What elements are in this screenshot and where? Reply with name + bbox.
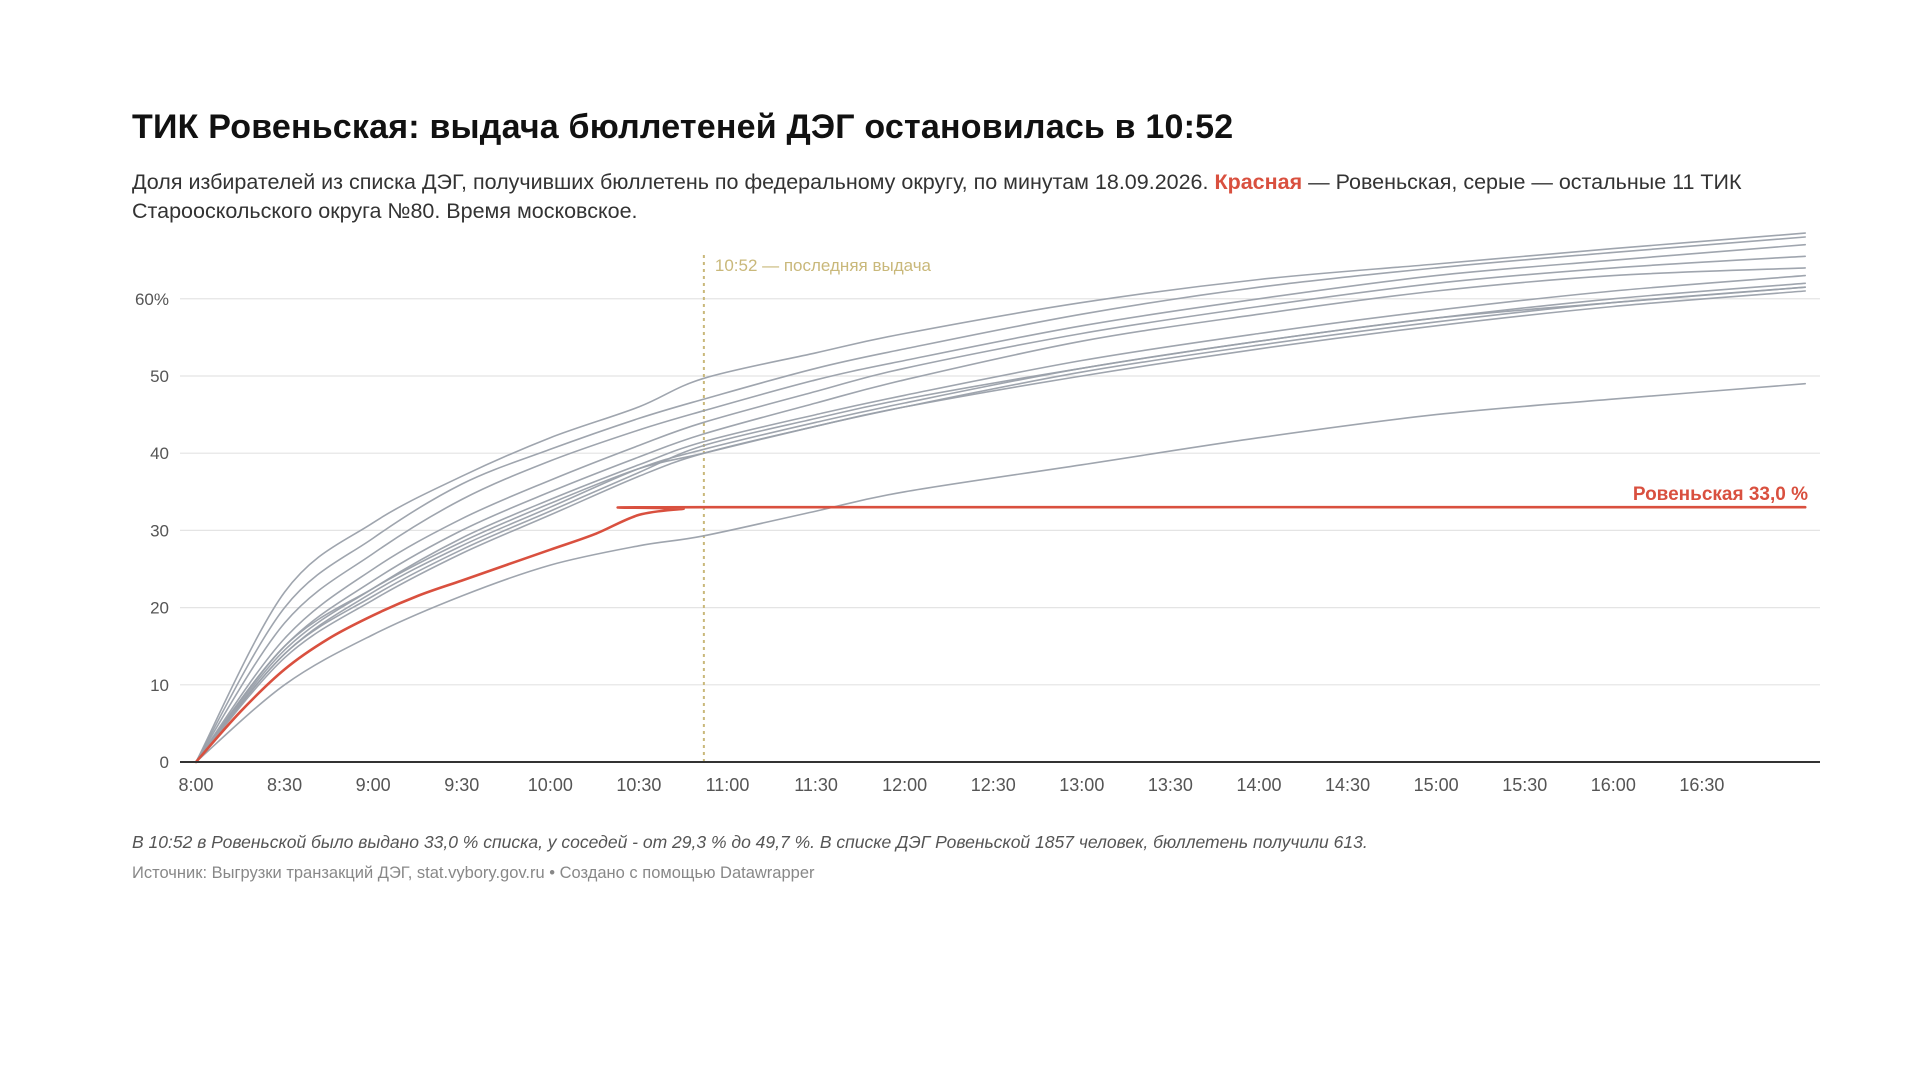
x-tick-label: 11:00 bbox=[706, 775, 750, 795]
subtitle-text-end: — Ровеньская, серые — остальные 11 ТИК С… bbox=[132, 170, 1742, 223]
x-tick-label: 11:30 bbox=[794, 775, 838, 795]
chart-subtitle: Доля избирателей из списка ДЭГ, получивш… bbox=[132, 168, 1832, 226]
series-lines bbox=[194, 232, 1807, 764]
series-line bbox=[195, 382, 1806, 763]
x-tick-label: 16:00 bbox=[1591, 775, 1636, 795]
source-line: Источник: Выгрузки транзакций ДЭГ, stat.… bbox=[132, 864, 815, 883]
x-tick-label: 12:30 bbox=[971, 775, 1016, 795]
y-tick-label: 40 bbox=[150, 444, 169, 463]
y-tick-label: 20 bbox=[150, 599, 169, 618]
x-tick-label: 15:00 bbox=[1414, 775, 1459, 795]
x-tick-label: 12:00 bbox=[882, 775, 927, 795]
y-tick-label: 0 bbox=[160, 753, 169, 772]
highlight-series-label: Ровеньская 33,0 % bbox=[1633, 484, 1808, 505]
y-tick-label: 50 bbox=[150, 367, 169, 386]
series-line bbox=[195, 255, 1806, 763]
grid-lines bbox=[180, 298, 1820, 686]
x-tick-label: 14:30 bbox=[1325, 775, 1370, 795]
series-line bbox=[195, 243, 1806, 763]
source-separator: • bbox=[549, 864, 556, 882]
x-tick-label: 9:00 bbox=[356, 775, 391, 795]
x-tick-label: 10:00 bbox=[528, 775, 573, 795]
series-line bbox=[195, 236, 1806, 763]
x-tick-label: 15:30 bbox=[1502, 775, 1547, 795]
x-tick-label: 8:30 bbox=[267, 775, 302, 795]
y-tick-label: 60% bbox=[135, 290, 169, 309]
x-tick-label: 16:30 bbox=[1679, 775, 1724, 795]
x-tick-label: 8:00 bbox=[178, 775, 213, 795]
y-tick-label: 30 bbox=[150, 521, 169, 540]
annotations: Ровеньская 33,0 % bbox=[1633, 484, 1808, 505]
source-text: Источник: Выгрузки транзакций ДЭГ, stat.… bbox=[132, 864, 545, 882]
series-line-highlight bbox=[194, 505, 1807, 764]
series-line bbox=[195, 267, 1806, 763]
y-tick-label: 10 bbox=[150, 676, 169, 695]
series-line bbox=[195, 290, 1806, 763]
series-line bbox=[195, 232, 1806, 763]
x-axis-ticks: 8:00 8:30 9:00 9:30 10:00 10:30 11:00 11:30 12:0… bbox=[178, 775, 1724, 795]
x-tick-label: 13:30 bbox=[1148, 775, 1193, 795]
x-tick-label: 14:00 bbox=[1236, 775, 1281, 795]
series-line bbox=[195, 282, 1806, 763]
source-credit: Создано с помощью Datawrapper bbox=[559, 864, 815, 882]
line-chart: 0 10 20 30 40 50 60% 8:00 8:30 9:00 9:30 10:00 10:3… bbox=[135, 232, 1820, 795]
marker-label: 10:52 — последняя выдача bbox=[715, 256, 932, 275]
x-tick-label: 9:30 bbox=[444, 775, 479, 795]
chart-title: ТИК Ровеньская: выдача бюллетеней ДЭГ ос… bbox=[132, 108, 1234, 146]
subtitle-text: Доля избирателей из списка ДЭГ, получивш… bbox=[132, 170, 1215, 194]
footnote: В 10:52 в Ровеньской было выдано 33,0 % … bbox=[132, 832, 1368, 852]
x-tick-label: 10:30 bbox=[616, 775, 661, 795]
subtitle-highlight: Красная bbox=[1214, 170, 1303, 194]
y-axis-ticks: 0 10 20 30 40 50 60% bbox=[135, 290, 169, 772]
time-marker: 10:52 — последняя выдача bbox=[702, 255, 932, 762]
x-tick-label: 13:00 bbox=[1059, 775, 1104, 795]
series-line bbox=[195, 286, 1806, 763]
